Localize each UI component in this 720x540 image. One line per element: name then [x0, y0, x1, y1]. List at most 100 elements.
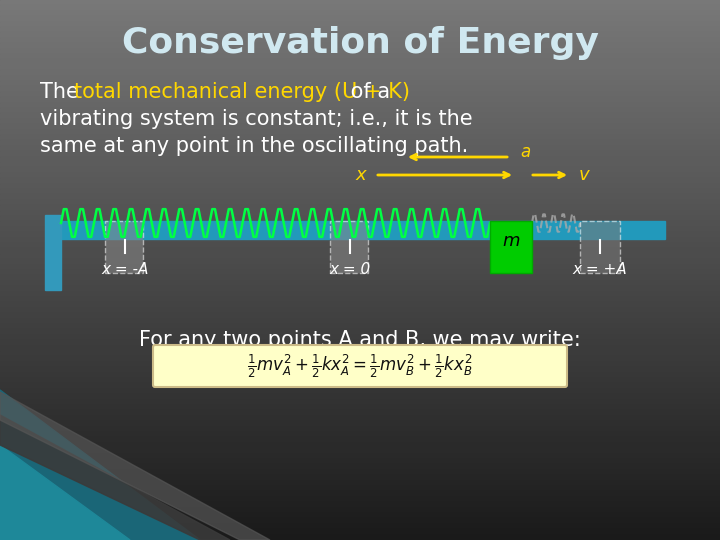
Text: total mechanical energy (U + K): total mechanical energy (U + K): [74, 82, 410, 102]
Bar: [0, 405, 720, 410]
Bar: [0, 54, 720, 59]
Bar: [0, 508, 720, 513]
Bar: [0, 529, 720, 535]
Bar: [0, 292, 720, 297]
Bar: [0, 92, 720, 97]
Bar: [0, 513, 720, 518]
Text: $\mathit{\frac{1}{2}mv_A^{2} + \frac{1}{2}kx_A^{2} = \frac{1}{2}mv_B^{2} + \frac: $\mathit{\frac{1}{2}mv_A^{2} + \frac{1}{…: [247, 352, 473, 380]
Bar: [0, 432, 720, 437]
Bar: [0, 162, 720, 167]
Bar: [0, 524, 720, 529]
Bar: [0, 248, 720, 254]
Bar: [0, 319, 720, 324]
Bar: [0, 254, 720, 259]
Bar: [0, 259, 720, 265]
Text: x = -A: x = -A: [102, 261, 149, 276]
Bar: [490, 221, 532, 273]
Text: $v$: $v$: [578, 166, 591, 184]
Bar: [0, 373, 720, 378]
Bar: [0, 356, 720, 362]
Bar: [0, 378, 720, 383]
Bar: [0, 275, 720, 281]
Bar: [0, 486, 720, 491]
Bar: [0, 205, 720, 211]
Text: of a: of a: [344, 82, 390, 102]
Bar: [0, 43, 720, 49]
Bar: [0, 324, 720, 329]
Bar: [0, 76, 720, 81]
Bar: [0, 394, 720, 400]
Polygon shape: [0, 415, 230, 540]
Text: vibrating system is constant; i.e., it is the: vibrating system is constant; i.e., it i…: [40, 109, 472, 129]
Bar: [0, 38, 720, 43]
Bar: [0, 140, 720, 146]
Text: same at any point in the oscillating path.: same at any point in the oscillating pat…: [40, 136, 468, 156]
Bar: [0, 49, 720, 54]
Bar: [0, 367, 720, 373]
Bar: [580, 221, 620, 273]
Bar: [0, 351, 720, 356]
Bar: [0, 362, 720, 367]
Bar: [330, 221, 368, 273]
Bar: [0, 340, 720, 346]
Text: $x$: $x$: [355, 166, 368, 184]
Bar: [0, 481, 720, 486]
Bar: [0, 211, 720, 216]
Bar: [0, 27, 720, 32]
Bar: [0, 135, 720, 140]
Bar: [0, 470, 720, 475]
Bar: [0, 221, 720, 227]
Bar: [0, 346, 720, 351]
Bar: [0, 400, 720, 405]
Bar: [0, 265, 720, 270]
Bar: [0, 124, 720, 130]
Bar: [0, 108, 720, 113]
Bar: [0, 270, 720, 275]
Bar: [0, 22, 720, 27]
Bar: [0, 448, 720, 454]
Bar: [0, 389, 720, 394]
Bar: [0, 454, 720, 459]
Bar: [0, 59, 720, 65]
Bar: [0, 86, 720, 92]
Bar: [0, 313, 720, 319]
Bar: [0, 227, 720, 232]
Bar: [0, 189, 720, 194]
Bar: [0, 383, 720, 389]
FancyBboxPatch shape: [153, 345, 567, 387]
Text: For any two points A and B, we may write:: For any two points A and B, we may write…: [139, 330, 581, 350]
Bar: [0, 16, 720, 22]
Bar: [0, 11, 720, 16]
Bar: [0, 194, 720, 200]
Bar: [0, 157, 720, 162]
Text: $m$: $m$: [502, 232, 520, 250]
Polygon shape: [0, 390, 200, 540]
Bar: [0, 437, 720, 443]
Bar: [0, 232, 720, 238]
Bar: [0, 497, 720, 502]
Bar: [0, 421, 720, 427]
Bar: [55, 221, 665, 239]
Bar: [0, 459, 720, 464]
Bar: [105, 221, 143, 273]
Bar: [0, 297, 720, 302]
Bar: [0, 281, 720, 286]
Bar: [0, 119, 720, 124]
Bar: [0, 329, 720, 335]
Bar: [0, 81, 720, 86]
Bar: [0, 302, 720, 308]
Bar: [0, 416, 720, 421]
Bar: [0, 0, 720, 5]
Bar: [0, 464, 720, 470]
Bar: [0, 518, 720, 524]
Bar: [0, 216, 720, 221]
Bar: [0, 5, 720, 11]
Text: The: The: [40, 82, 86, 102]
Bar: [0, 502, 720, 508]
Bar: [0, 113, 720, 119]
Bar: [0, 443, 720, 448]
Bar: [0, 308, 720, 313]
Bar: [0, 173, 720, 178]
Bar: [0, 103, 720, 108]
Bar: [0, 32, 720, 38]
